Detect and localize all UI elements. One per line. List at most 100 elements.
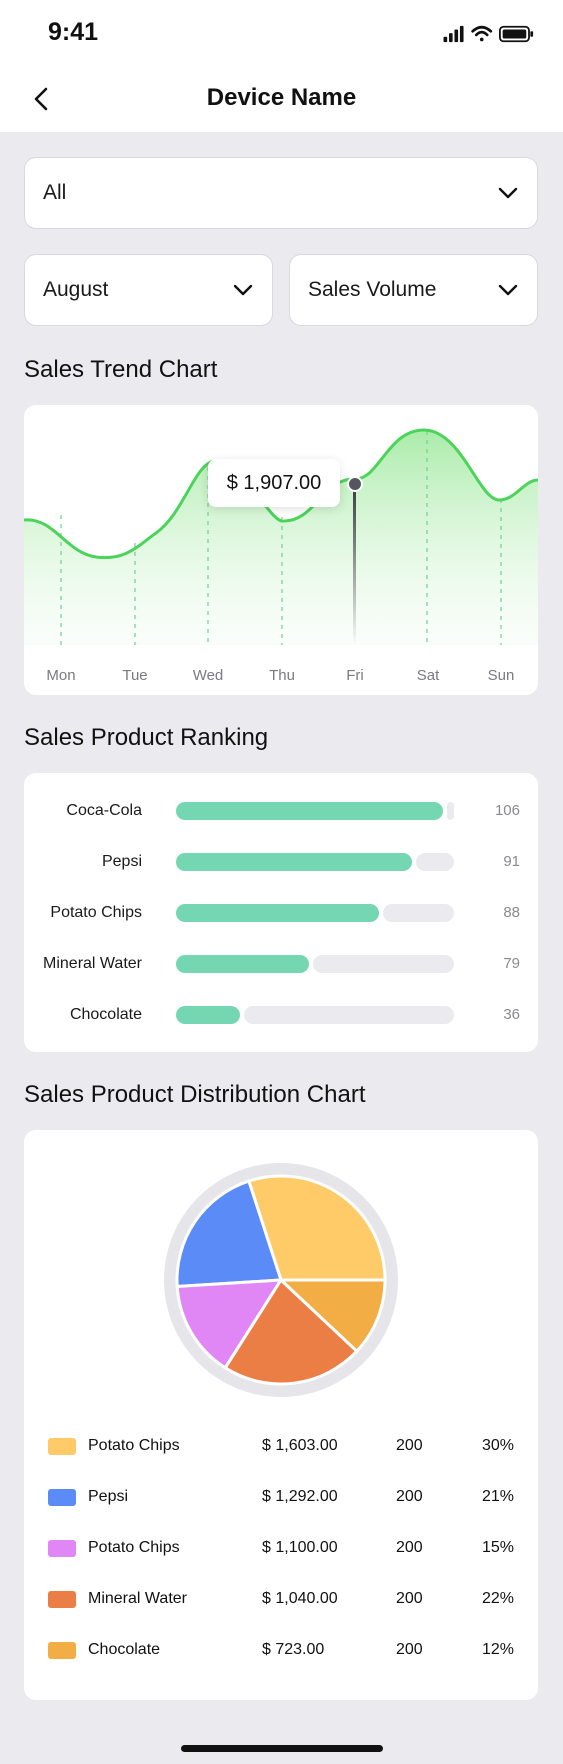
top-bar: 9:41 Device Name [0,0,563,132]
legend-row: Potato Chips $ 1,100.00 200 15% [24,1537,538,1561]
pie-slice-chocolate[interactable] [279,1278,387,1353]
legend-name: Potato Chips [88,1437,180,1454]
day-label: Wed [192,667,224,684]
legend-amount: $ 1,040.00 [262,1590,338,1607]
month-select-value: August [43,278,109,301]
ranking-row: Chocolate 36 [24,1003,538,1027]
metric-select-value: Sales Volume [308,278,437,301]
day-label: Thu [269,667,295,684]
legend-swatch [48,1438,76,1455]
ranking-bar-track [383,904,454,922]
ranking-row: Mineral Water 79 [24,952,538,976]
ranking-bar [176,853,454,871]
ranking-bar-track [313,955,454,973]
trend-line [24,428,538,560]
legend-row: Chocolate $ 723.00 200 12% [24,1639,538,1663]
ranking-bar-fill [176,955,309,973]
pie-slice-potato-chips[interactable] [247,1174,387,1282]
legend-row: Mineral Water $ 1,040.00 200 22% [24,1588,538,1612]
legend-swatch [48,1642,76,1659]
device-select-value: All [43,181,67,204]
day-label: Mon [46,667,76,684]
legend-row: Pepsi $ 1,292.00 200 21% [24,1486,538,1510]
pie-slices [175,1174,387,1386]
legend-percent: 30% [481,1437,514,1454]
ranking-row: Coca-Cola 106 [24,799,538,823]
legend-quantity: 200 [396,1539,423,1556]
legend-amount: $ 1,100.00 [262,1539,338,1556]
status-icons [443,25,534,43]
legend-quantity: 200 [396,1590,423,1607]
ranking-bar [176,904,454,922]
trend-section-title: Sales Trend Chart [24,356,218,383]
trend-area [24,430,538,645]
legend-swatch [48,1489,76,1506]
ranking-bar [176,802,454,820]
status-time: 9:41 [48,18,99,46]
sales-trend-card: $ 1,907.00 Mon Tue Wed Thu Fri Sat Sun [24,405,538,695]
legend-name: Chocolate [88,1641,161,1658]
day-label: Sun [487,667,515,684]
ranking-value: 88 [503,904,520,921]
ranking-label: Mineral Water [43,955,142,972]
legend-swatch [48,1540,76,1557]
ranking-bar-fill [176,904,379,922]
ranking-label: Pepsi [101,853,142,870]
day-label: Tue [122,667,148,684]
legend-percent: 21% [481,1488,514,1505]
ranking-bar-track [416,853,454,871]
legend-quantity: 200 [396,1437,423,1454]
battery-icon [499,25,534,43]
pie-slice-potato-chips[interactable] [175,1278,283,1370]
ranking-value: 91 [503,853,520,870]
month-select[interactable]: August [24,254,273,326]
legend-percent: 22% [481,1590,514,1607]
device-select[interactable]: All [24,157,538,229]
wifi-icon [471,25,493,42]
legend-swatch [48,1591,76,1608]
pie-slice-mineral-water[interactable] [223,1278,359,1386]
legend-quantity: 200 [396,1641,423,1658]
ranking-card: Coca-Cola 106 Pepsi 91 Potato Chips 88 M… [24,773,538,1052]
legend-row: Potato Chips $ 1,603.00 200 30% [24,1435,538,1459]
legend-amount: $ 1,292.00 [262,1488,338,1505]
ranking-row: Pepsi 91 [24,850,538,874]
legend-name: Mineral Water [88,1590,187,1607]
cellular-signal-icon [443,25,464,43]
ranking-bar-track [447,802,454,820]
day-label: Sat [416,667,440,684]
distribution-section-title: Sales Product Distribution Chart [24,1081,366,1108]
distribution-pie-chart [164,1163,398,1397]
highlight-marker-dot[interactable] [347,476,363,492]
home-indicator [181,1745,383,1752]
pie-slice-pepsi[interactable] [175,1179,283,1289]
trend-tooltip: $ 1,907.00 [208,459,340,507]
chevron-down-icon [233,284,253,296]
ranking-bar-fill [176,802,443,820]
legend-amount: $ 723.00 [262,1641,325,1658]
back-chevron-icon[interactable] [30,84,54,114]
page-title: Device Name [206,84,357,111]
ranking-label: Chocolate [69,1006,142,1023]
ranking-bar-track [244,1006,454,1024]
distribution-card: Potato Chips $ 1,603.00 200 30% Pepsi $ … [24,1130,538,1700]
ranking-bar-fill [176,1006,240,1024]
ranking-label: Coca-Cola [66,802,142,819]
legend-percent: 15% [481,1539,514,1556]
chevron-down-icon [498,187,518,199]
ranking-bar-fill [176,853,412,871]
legend-name: Potato Chips [88,1539,180,1556]
sales-trend-chart [24,428,538,645]
ranking-bar [176,955,454,973]
ranking-value: 79 [503,955,520,972]
legend-name: Pepsi [88,1488,129,1505]
metric-select[interactable]: Sales Volume [289,254,538,326]
highlight-marker-line [353,485,356,645]
day-label: Fri [346,667,364,684]
ranking-value: 36 [503,1006,520,1023]
ranking-row: Potato Chips 88 [24,901,538,925]
ranking-bar [176,1006,454,1024]
ranking-value: 106 [494,802,520,819]
chevron-down-icon [498,284,518,296]
ranking-label: Potato Chips [50,904,142,921]
